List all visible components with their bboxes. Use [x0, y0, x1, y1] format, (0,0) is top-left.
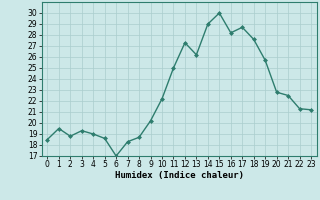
X-axis label: Humidex (Indice chaleur): Humidex (Indice chaleur)	[115, 171, 244, 180]
